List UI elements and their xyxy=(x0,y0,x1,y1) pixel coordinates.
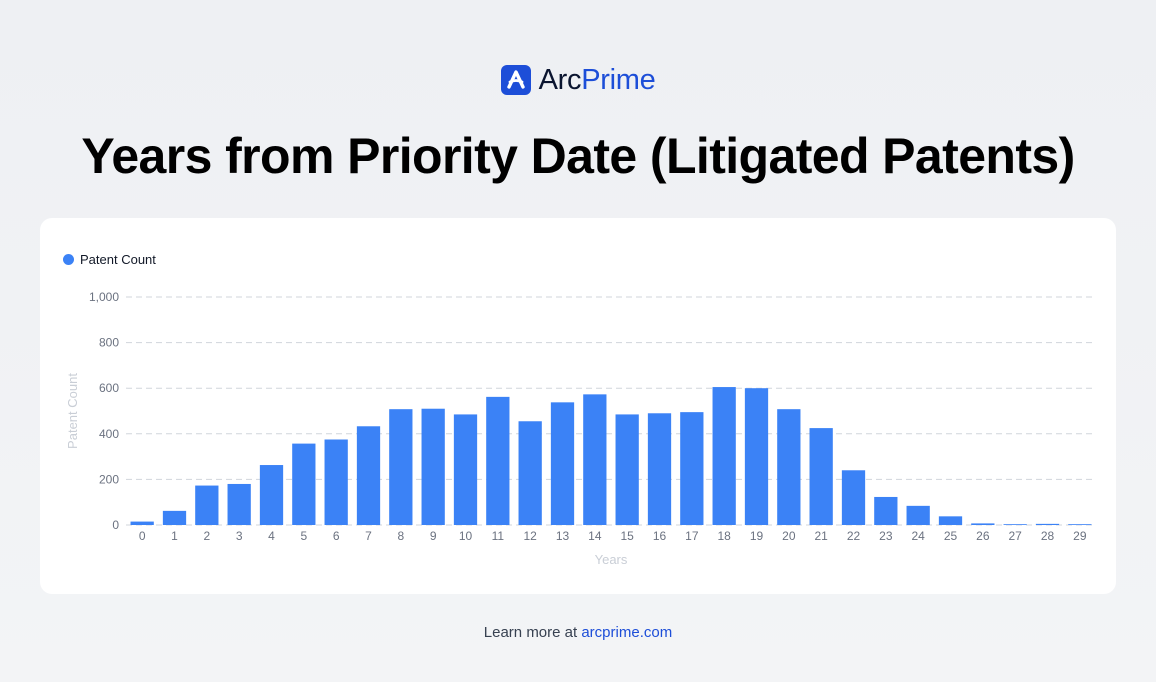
x-tick-label: 19 xyxy=(750,529,764,543)
x-tick-label: 22 xyxy=(847,529,861,543)
bar xyxy=(615,414,639,525)
x-tick-label: 27 xyxy=(1008,529,1022,543)
chart-legend[interactable]: Patent Count xyxy=(63,252,156,267)
arcprime-logo-icon xyxy=(500,65,531,95)
bar xyxy=(971,523,995,525)
brand-name: ArcPrime xyxy=(539,62,656,98)
x-tick-label: 5 xyxy=(300,529,307,543)
x-tick-label: 11 xyxy=(492,529,505,543)
x-tick-label: 8 xyxy=(397,529,404,543)
y-tick-label: 400 xyxy=(99,427,119,441)
x-tick-label: 15 xyxy=(620,529,634,543)
bar xyxy=(583,394,607,525)
bar xyxy=(1068,524,1092,525)
bar xyxy=(841,470,866,525)
x-tick-label: 25 xyxy=(944,529,958,543)
bar xyxy=(195,485,219,525)
x-tick-label: 0 xyxy=(139,529,146,543)
x-tick-label: 17 xyxy=(685,529,699,543)
footer-link[interactable]: arcprime.com xyxy=(581,624,673,641)
bar xyxy=(421,408,445,525)
bar xyxy=(324,439,348,525)
brand-name-arc: Arc xyxy=(538,64,582,96)
y-tick-label: 200 xyxy=(99,472,119,486)
x-tick-label: 10 xyxy=(459,529,473,543)
x-tick-label: 2 xyxy=(203,529,210,543)
bar xyxy=(906,505,930,525)
bar xyxy=(1003,524,1027,525)
footer-text: Learn more at xyxy=(483,624,582,641)
bar xyxy=(809,428,833,525)
bar xyxy=(259,465,284,525)
bar xyxy=(712,387,736,525)
bar xyxy=(518,421,542,525)
bar xyxy=(1035,523,1060,525)
y-tick-label: 0 xyxy=(112,518,119,532)
x-tick-label: 29 xyxy=(1073,529,1087,543)
x-tick-label: 4 xyxy=(268,529,275,543)
x-tick-label: 6 xyxy=(333,529,340,543)
chart-card: Patent Count 0 200 400 600 800 1,000 Patent Co… xyxy=(40,218,1116,594)
brand-header: ArcPrime xyxy=(0,62,1156,98)
bar xyxy=(744,388,769,525)
legend-label: Patent Count xyxy=(80,252,156,267)
x-tick-label: 26 xyxy=(976,529,990,543)
bar xyxy=(227,483,251,525)
y-axis-label: Patent Count xyxy=(65,373,80,449)
x-tick-label: 7 xyxy=(365,529,372,543)
y-tick-label: 800 xyxy=(99,336,119,350)
x-tick-label: 12 xyxy=(523,529,537,543)
footer: Learn more at arcprime.com xyxy=(0,624,1156,641)
x-tick-label: 28 xyxy=(1041,529,1055,543)
y-tick-label: 1,000 xyxy=(89,290,119,304)
y-tick-label: 600 xyxy=(99,381,119,395)
x-tick-label: 14 xyxy=(588,529,602,543)
x-tick-label: 24 xyxy=(911,529,925,543)
x-tick-label: 1 xyxy=(171,529,178,543)
bar xyxy=(356,426,381,525)
x-tick-label: 13 xyxy=(556,529,570,543)
bar xyxy=(647,413,672,525)
x-tick-label: 18 xyxy=(717,529,731,543)
x-tick-label: 3 xyxy=(236,529,243,543)
x-tick-label: 9 xyxy=(430,529,437,543)
x-axis-label: Years xyxy=(595,552,628,567)
bar xyxy=(292,443,316,525)
bar xyxy=(938,516,963,525)
brand-name-prime: Prime xyxy=(581,64,656,96)
bar xyxy=(486,396,510,525)
bar xyxy=(874,496,898,525)
legend-dot-icon xyxy=(63,254,74,265)
x-tick-label: 23 xyxy=(879,529,893,543)
x-tick-label: 21 xyxy=(814,529,828,543)
x-tick-label: 16 xyxy=(653,529,667,543)
bar xyxy=(389,409,413,525)
bar xyxy=(162,510,187,525)
bar xyxy=(777,409,801,525)
bar xyxy=(453,414,478,525)
page-title: Years from Priority Date (Litigated Pate… xyxy=(81,128,1075,184)
bar xyxy=(130,521,154,525)
bar xyxy=(550,402,575,525)
x-tick-label: 20 xyxy=(782,529,796,543)
bar xyxy=(680,412,704,525)
